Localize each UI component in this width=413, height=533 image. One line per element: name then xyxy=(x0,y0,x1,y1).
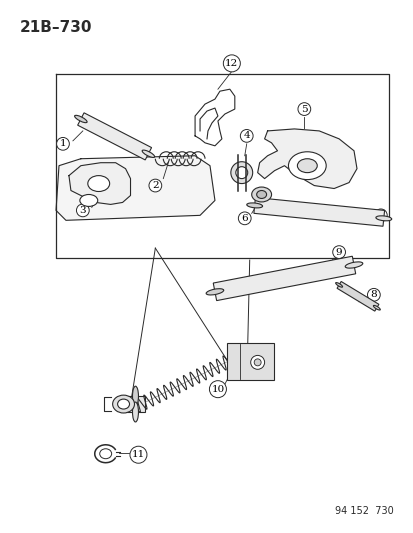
Text: 2: 2 xyxy=(152,181,158,190)
Ellipse shape xyxy=(142,150,154,157)
Text: 6: 6 xyxy=(241,214,247,223)
Text: 7: 7 xyxy=(377,211,383,220)
Ellipse shape xyxy=(88,175,109,191)
Polygon shape xyxy=(213,256,355,301)
Text: 3: 3 xyxy=(79,206,86,215)
Ellipse shape xyxy=(100,449,112,459)
Ellipse shape xyxy=(246,203,262,208)
Text: 9: 9 xyxy=(335,248,342,256)
Text: 5: 5 xyxy=(300,104,307,114)
Ellipse shape xyxy=(288,152,325,180)
Text: 1: 1 xyxy=(59,139,66,148)
Polygon shape xyxy=(336,281,378,311)
Ellipse shape xyxy=(344,262,362,268)
Ellipse shape xyxy=(254,359,261,366)
Ellipse shape xyxy=(250,356,264,369)
Polygon shape xyxy=(69,163,130,205)
Polygon shape xyxy=(78,113,151,160)
Ellipse shape xyxy=(80,195,97,206)
Ellipse shape xyxy=(112,395,134,413)
Ellipse shape xyxy=(335,282,342,287)
Ellipse shape xyxy=(256,190,266,198)
Text: 4: 4 xyxy=(243,131,249,140)
Ellipse shape xyxy=(297,159,316,173)
Ellipse shape xyxy=(235,167,247,179)
Ellipse shape xyxy=(117,399,129,409)
Ellipse shape xyxy=(74,115,87,123)
Text: 21B–730: 21B–730 xyxy=(19,20,92,35)
Polygon shape xyxy=(56,156,214,220)
Text: 11: 11 xyxy=(131,450,145,459)
Ellipse shape xyxy=(132,386,138,406)
Text: 8: 8 xyxy=(370,290,376,300)
Polygon shape xyxy=(125,396,145,412)
Ellipse shape xyxy=(206,289,223,295)
Ellipse shape xyxy=(375,216,391,221)
Polygon shape xyxy=(257,129,356,189)
Ellipse shape xyxy=(132,402,138,422)
Ellipse shape xyxy=(373,305,380,310)
Ellipse shape xyxy=(230,161,252,183)
Ellipse shape xyxy=(251,187,271,202)
Polygon shape xyxy=(253,198,384,226)
Text: 10: 10 xyxy=(211,385,224,394)
Text: 94 152  730: 94 152 730 xyxy=(334,506,393,516)
FancyBboxPatch shape xyxy=(226,343,273,380)
Text: 12: 12 xyxy=(225,59,238,68)
